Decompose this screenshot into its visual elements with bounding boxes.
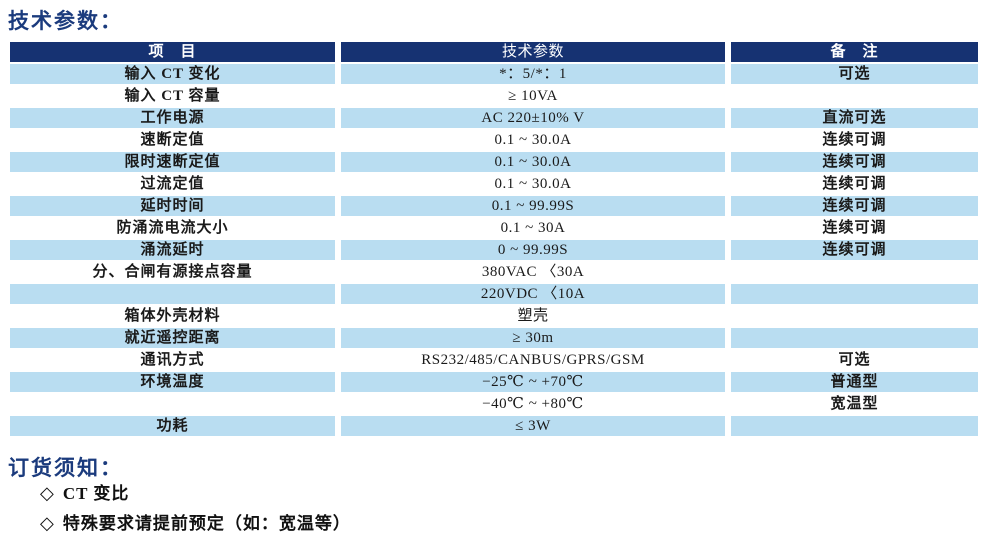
table-row: 速断定值 0.1 ~ 30.0A 连续可调 [10,130,978,150]
cell-item: 过流定值 [10,174,335,194]
column-header-spec: 技术参数 [341,42,725,62]
table-row: −40℃ ~ +80℃ 宽温型 [10,394,978,414]
table-row: 延时时间 0.1 ~ 99.99S 连续可调 [10,196,978,216]
table-body: 输入 CT 变化 *：5/*：1 可选 输入 CT 容量 ≥ 10VA 工作电源 AC 22… [10,64,978,436]
ordering-note-item: ◇ 特殊要求请提前预定（如：宽温等） [40,508,351,538]
cell-note [731,328,978,348]
cell-note: 普通型 [731,372,978,392]
cell-note [731,416,978,436]
ordering-notes-list: ◇ CT 变比 ◇ 特殊要求请提前预定（如：宽温等） [40,478,351,538]
table-row: 箱体外壳材料 塑壳 [10,306,978,326]
cell-note [731,284,978,304]
cell-value: ≥ 10VA [341,86,725,106]
cell-value: RS232/485/CANBUS/GPRS/GSM [341,350,725,370]
cell-value: 0 ~ 99.99S [341,240,725,260]
cell-value: AC 220±10% V [341,108,725,128]
table-row: 涌流延时 0 ~ 99.99S 连续可调 [10,240,978,260]
table-row: 220VDC 〈10A [10,284,978,304]
cell-item [10,284,335,304]
cell-item: 通讯方式 [10,350,335,370]
table-row: 限时速断定值 0.1 ~ 30.0A 连续可调 [10,152,978,172]
table-row: 通讯方式 RS232/485/CANBUS/GPRS/GSM 可选 [10,350,978,370]
cell-note: 连续可调 [731,218,978,238]
cell-value: *：5/*：1 [341,64,725,84]
cell-value: −25℃ ~ +70℃ [341,372,725,392]
cell-item: 输入 CT 容量 [10,86,335,106]
table-row: 环境温度 −25℃ ~ +70℃ 普通型 [10,372,978,392]
cell-item: 速断定值 [10,130,335,150]
table-row: 工作电源 AC 220±10% V 直流可选 [10,108,978,128]
cell-value: 0.1 ~ 30.0A [341,130,725,150]
column-header-note: 备 注 [731,42,978,62]
cell-value: 0.1 ~ 99.99S [341,196,725,216]
cell-item: 涌流延时 [10,240,335,260]
ordering-note-text: 特殊要求请提前预定（如：宽温等） [62,514,351,533]
cell-value: 塑壳 [341,306,725,326]
cell-item: 工作电源 [10,108,335,128]
cell-note: 连续可调 [731,174,978,194]
cell-value: −40℃ ~ +80℃ [341,394,725,414]
table-row: 输入 CT 变化 *：5/*：1 可选 [10,64,978,84]
section-title-technical-parameters: 技术参数： [8,9,123,33]
cell-value: 0.1 ~ 30A [341,218,725,238]
table-row: 功耗 ≤ 3W [10,416,978,436]
table-row: 就近遥控距离 ≥ 30m [10,328,978,348]
cell-note: 可选 [731,350,978,370]
cell-item: 环境温度 [10,372,335,392]
table-row: 输入 CT 容量 ≥ 10VA [10,86,978,106]
cell-note: 宽温型 [731,394,978,414]
cell-note: 连续可调 [731,240,978,260]
cell-item [10,394,335,414]
table-row: 防涌流电流大小 0.1 ~ 30A 连续可调 [10,218,978,238]
cell-value: ≤ 3W [341,416,725,436]
cell-value: ≥ 30m [341,328,725,348]
cell-item: 分、合闸有源接点容量 [10,262,335,282]
cell-note: 连续可调 [731,152,978,172]
cell-value: 220VDC 〈10A [341,284,725,304]
cell-item: 延时时间 [10,196,335,216]
table-row: 分、合闸有源接点容量 380VAC 〈30A [10,262,978,282]
cell-item: 防涌流电流大小 [10,218,335,238]
diamond-bullet-icon: ◇ [40,513,55,533]
ordering-note-text: CT 变比 [62,484,130,503]
cell-note: 连续可调 [731,130,978,150]
cell-item: 就近遥控距离 [10,328,335,348]
cell-note [731,86,978,106]
section-title-ordering-notes: 订货须知： [8,456,123,480]
parameters-table: 项 目 技术参数 备 注 输入 CT 变化 *：5/*：1 可选 输入 CT 容量 ≥ … [10,42,978,438]
cell-value: 380VAC 〈30A [341,262,725,282]
cell-note: 连续可调 [731,196,978,216]
cell-item: 箱体外壳材料 [10,306,335,326]
cell-note [731,306,978,326]
cell-item: 功耗 [10,416,335,436]
cell-item: 输入 CT 变化 [10,64,335,84]
cell-note: 可选 [731,64,978,84]
cell-note: 直流可选 [731,108,978,128]
table-header-row: 项 目 技术参数 备 注 [10,42,978,62]
table-row: 过流定值 0.1 ~ 30.0A 连续可调 [10,174,978,194]
column-header-item: 项 目 [10,42,335,62]
diamond-bullet-icon: ◇ [40,483,55,503]
cell-value: 0.1 ~ 30.0A [341,152,725,172]
cell-note [731,262,978,282]
cell-value: 0.1 ~ 30.0A [341,174,725,194]
cell-item: 限时速断定值 [10,152,335,172]
ordering-note-item: ◇ CT 变比 [40,478,351,508]
